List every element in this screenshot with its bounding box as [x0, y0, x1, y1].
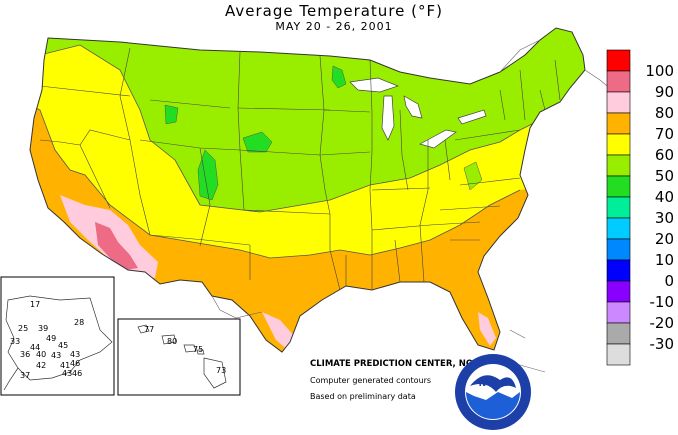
credit-line-2: Based on preliminary data — [310, 392, 416, 401]
legend-swatch — [606, 238, 631, 261]
alaska-station-label: 43 — [70, 350, 80, 359]
legend-swatch — [606, 112, 631, 135]
logo-text: NOAA — [479, 379, 508, 389]
hawaii-station-label: 73 — [216, 366, 226, 375]
legend-swatch — [606, 217, 631, 240]
legend-swatch — [606, 133, 631, 156]
alaska-station-label: 49 — [46, 334, 56, 343]
alaska-station-label: 40 — [36, 350, 46, 359]
legend-label: 30 — [655, 209, 674, 227]
legend-label: 100 — [645, 62, 674, 80]
legend-label: -30 — [650, 335, 675, 353]
legend-label: 10 — [655, 251, 674, 269]
legend-swatch — [606, 196, 631, 219]
alaska-station-label: 42 — [36, 361, 46, 370]
legend-swatch — [606, 259, 631, 282]
legend-label: 60 — [655, 146, 674, 164]
legend-label: 20 — [655, 230, 674, 248]
legend-swatch — [606, 280, 631, 303]
alaska-station-label: 28 — [74, 318, 84, 327]
legend-swatch — [606, 154, 631, 177]
legend-swatch — [606, 343, 631, 366]
alaska-station-label: 43 — [51, 351, 61, 360]
alaska-station-label: 41 — [60, 361, 70, 370]
legend-swatch — [606, 175, 631, 198]
noaa-logo: NOAA — [455, 354, 531, 430]
legend-label: 80 — [655, 104, 674, 122]
legend-label: 90 — [655, 83, 674, 101]
legend-swatch — [606, 301, 631, 324]
hawaii-station-label: 77 — [144, 325, 154, 334]
legend-swatch — [606, 70, 631, 93]
alaska-station-label: 46 — [70, 359, 80, 368]
alaska-station-label: 43 — [62, 369, 72, 378]
legend-label: -10 — [650, 293, 675, 311]
hawaii-station-label: 80 — [167, 337, 177, 346]
legend-swatch — [606, 49, 631, 72]
alaska-station-label: 44 — [30, 343, 40, 352]
alaska-inset: 17 28 25 39 49 33 44 45 36 40 43 43 42 4… — [0, 276, 115, 396]
alaska-station-label: 45 — [58, 341, 68, 350]
map-subtitle: MAY 20 - 26, 2001 — [275, 20, 393, 33]
alaska-station-label: 25 — [18, 324, 28, 333]
legend-label: 40 — [655, 188, 674, 206]
hawaii-station-label: 75 — [193, 345, 203, 354]
alaska-station-label: 17 — [30, 300, 40, 309]
legend-label: -20 — [650, 314, 675, 332]
legend-label: 50 — [655, 167, 674, 185]
alaska-station-label: 37 — [20, 371, 30, 380]
alaska-station-label: 36 — [20, 350, 30, 359]
hawaii-inset: 77 80 75 73 — [117, 318, 241, 396]
alaska-station-label: 46 — [72, 369, 82, 378]
credits: CLIMATE PREDICTION CENTER, NOAA Computer… — [310, 359, 486, 401]
map-title: Average Temperature (°F) — [225, 2, 443, 20]
legend-label: 70 — [655, 125, 674, 143]
credit-line-1: Computer generated contours — [310, 376, 431, 385]
alaska-station-label: 33 — [10, 337, 20, 346]
alaska-station-label: 39 — [38, 324, 48, 333]
legend-swatch — [606, 322, 631, 345]
legend-label: 0 — [664, 272, 674, 290]
legend-swatch — [606, 91, 631, 114]
credit-center: CLIMATE PREDICTION CENTER, NOAA — [310, 359, 486, 369]
